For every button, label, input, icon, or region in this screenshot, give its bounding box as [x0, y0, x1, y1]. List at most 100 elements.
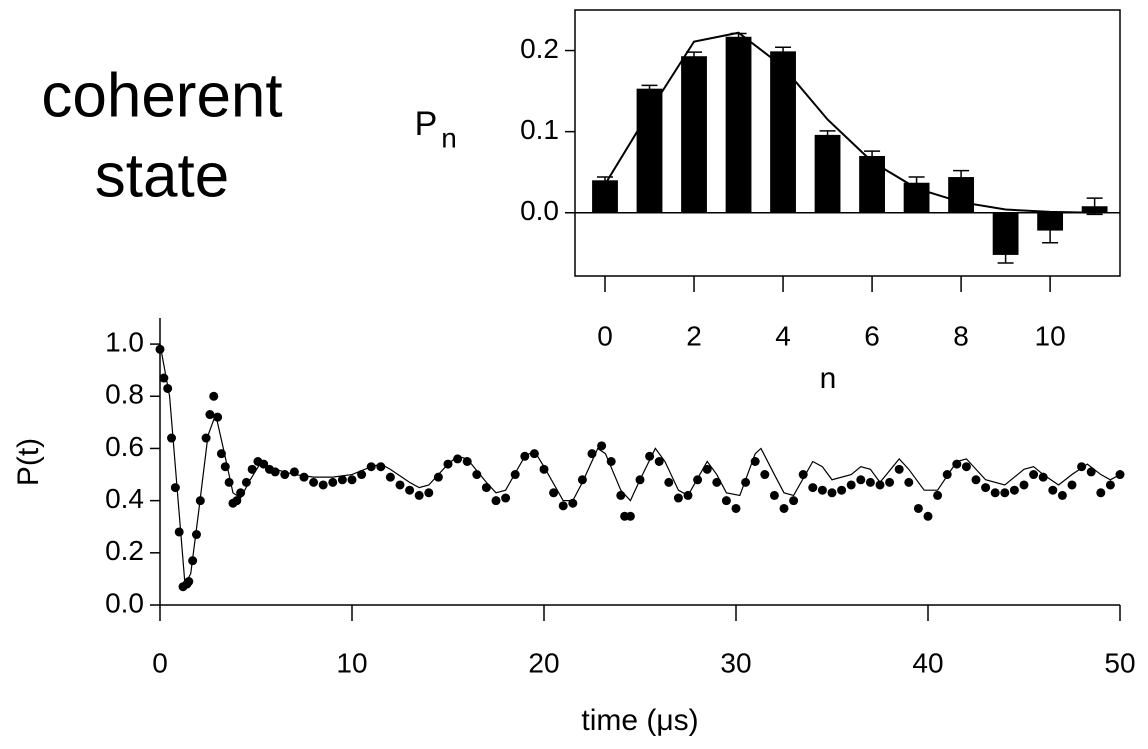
data-point [913, 503, 923, 513]
fit-line [159, 343, 1121, 587]
data-point [904, 477, 914, 487]
data-point [856, 475, 866, 485]
data-point [224, 477, 234, 487]
data-point [961, 462, 971, 472]
data-point [1057, 490, 1067, 500]
data-point [1096, 488, 1106, 498]
x-tick-label: 8 [953, 320, 969, 351]
data-point [1038, 472, 1048, 482]
annotation: state [95, 141, 229, 210]
y-tick-label: 0.8 [105, 379, 144, 410]
data-point [1067, 480, 1077, 490]
x-tick-label: 10 [1035, 320, 1066, 351]
data-point [241, 477, 251, 487]
data-point [865, 477, 875, 487]
y-tick-label: 0.6 [105, 431, 144, 462]
error-bar [1086, 197, 1103, 216]
data-point [664, 477, 674, 487]
bar [725, 36, 752, 213]
data-point [481, 483, 491, 493]
error-bar [686, 51, 703, 62]
data-point [721, 496, 731, 506]
data-point [328, 477, 338, 487]
x-tick-label: 6 [864, 320, 880, 351]
x-tick-label: 4 [775, 320, 791, 351]
data-point [990, 488, 1000, 498]
data-point [606, 457, 616, 466]
x-tick-label: 10 [336, 647, 367, 678]
x-axis-label: n [820, 362, 837, 395]
data-point [299, 472, 309, 482]
data-point [817, 485, 827, 495]
data-point [529, 449, 539, 459]
fit-line [604, 31, 1095, 214]
data-point [1048, 485, 1058, 495]
x-tick-label: 50 [1104, 647, 1135, 678]
annotation: coherent [41, 61, 282, 130]
data-point [205, 410, 215, 420]
error-bar [1042, 217, 1059, 244]
data-point [405, 485, 415, 495]
data-point [424, 488, 434, 498]
error-bar [997, 246, 1014, 264]
data-point [654, 457, 664, 466]
data-point [232, 496, 242, 506]
data-point [894, 464, 904, 474]
y-tick-label: 0.0 [105, 587, 144, 618]
data-point [174, 527, 184, 537]
y-tick-label: 0.2 [105, 535, 144, 566]
error-bar [953, 169, 970, 185]
bar [859, 155, 885, 213]
error-bar [775, 46, 792, 57]
data-point [247, 464, 257, 474]
bar [636, 88, 663, 213]
data-point [731, 503, 741, 513]
data-point [971, 475, 981, 485]
data-point [491, 496, 501, 506]
x-tick-label: 20 [528, 647, 559, 678]
data-point [837, 485, 847, 495]
data-point [236, 488, 246, 498]
data-point [673, 493, 683, 503]
y-tick-label: 0.0 [520, 195, 559, 226]
data-point [645, 451, 655, 461]
x-axis-label: time (μs) [581, 704, 698, 737]
plot-frame [574, 9, 1121, 277]
data-point [501, 493, 511, 503]
data-point [433, 472, 443, 482]
data-point [875, 480, 885, 490]
x-tick-label: 0 [597, 320, 613, 351]
y-tick-label: 0.2 [520, 33, 559, 64]
bar [814, 134, 841, 213]
bar [770, 51, 796, 213]
data-point [789, 496, 799, 506]
data-point [1000, 488, 1010, 498]
data-point [414, 490, 424, 500]
data-point [209, 391, 219, 401]
data-point [462, 457, 472, 466]
y-tick-label: 0.4 [105, 483, 144, 514]
data-point [167, 433, 177, 443]
data-point [201, 433, 211, 443]
data-point [597, 441, 607, 451]
data-point [885, 477, 895, 487]
data-point [357, 470, 367, 480]
x-tick-label: 40 [912, 647, 943, 678]
data-point [769, 490, 779, 500]
x-tick-label: 0 [152, 647, 168, 678]
data-point [712, 477, 722, 487]
data-point [558, 501, 568, 511]
data-point [923, 511, 933, 521]
data-point [952, 459, 962, 469]
data-point [170, 483, 180, 493]
x-tick-label: 30 [720, 647, 751, 678]
data-point [760, 470, 770, 480]
data-point [933, 490, 943, 500]
data-point [625, 511, 635, 521]
y-axis-label-sub: n [441, 122, 457, 153]
y-axis-label: P(t) [12, 438, 45, 486]
data-point [1105, 480, 1115, 490]
data-point [549, 488, 559, 498]
data-point [981, 483, 991, 493]
bar [681, 56, 707, 213]
